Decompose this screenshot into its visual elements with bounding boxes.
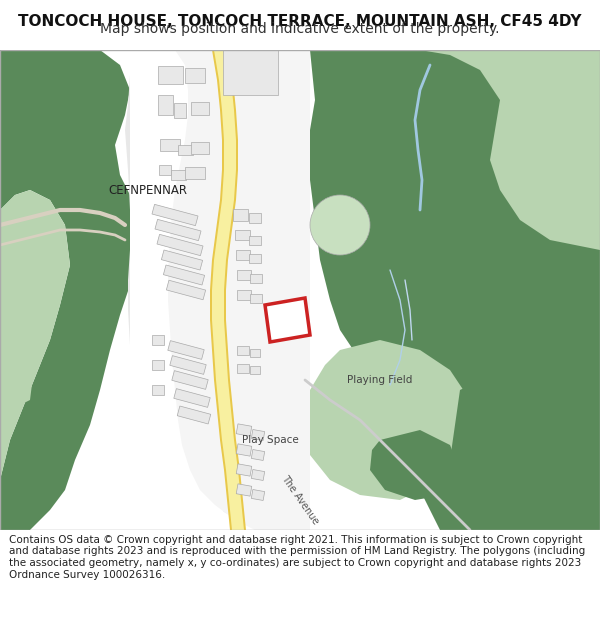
FancyBboxPatch shape xyxy=(185,68,205,82)
FancyBboxPatch shape xyxy=(249,236,261,244)
FancyBboxPatch shape xyxy=(159,165,171,175)
FancyBboxPatch shape xyxy=(191,101,209,114)
FancyBboxPatch shape xyxy=(174,389,210,408)
FancyBboxPatch shape xyxy=(236,484,252,496)
FancyBboxPatch shape xyxy=(250,366,260,374)
FancyBboxPatch shape xyxy=(160,139,180,151)
Polygon shape xyxy=(212,50,244,530)
FancyBboxPatch shape xyxy=(177,406,211,424)
Text: Playing Field: Playing Field xyxy=(347,375,413,385)
FancyBboxPatch shape xyxy=(251,469,265,481)
FancyBboxPatch shape xyxy=(172,371,208,389)
FancyBboxPatch shape xyxy=(157,234,203,256)
FancyBboxPatch shape xyxy=(157,66,182,84)
Polygon shape xyxy=(535,240,600,390)
FancyBboxPatch shape xyxy=(161,250,203,270)
FancyBboxPatch shape xyxy=(237,290,251,300)
Polygon shape xyxy=(130,50,250,530)
Polygon shape xyxy=(480,470,600,530)
FancyBboxPatch shape xyxy=(236,250,250,260)
FancyBboxPatch shape xyxy=(237,364,249,372)
Text: CEFNPENNAR: CEFNPENNAR xyxy=(109,184,187,196)
FancyBboxPatch shape xyxy=(235,230,250,240)
FancyBboxPatch shape xyxy=(152,204,198,226)
Polygon shape xyxy=(0,340,35,410)
FancyBboxPatch shape xyxy=(237,270,251,280)
FancyBboxPatch shape xyxy=(170,170,185,180)
FancyBboxPatch shape xyxy=(250,274,262,282)
Polygon shape xyxy=(265,298,310,342)
FancyBboxPatch shape xyxy=(251,489,265,501)
FancyBboxPatch shape xyxy=(152,385,164,395)
Polygon shape xyxy=(370,430,460,500)
FancyBboxPatch shape xyxy=(155,219,201,241)
Text: Play Space: Play Space xyxy=(242,435,298,445)
FancyBboxPatch shape xyxy=(233,209,248,221)
FancyBboxPatch shape xyxy=(236,424,252,436)
Polygon shape xyxy=(310,50,600,530)
Polygon shape xyxy=(390,50,600,250)
FancyBboxPatch shape xyxy=(152,360,164,370)
FancyBboxPatch shape xyxy=(185,167,205,179)
FancyBboxPatch shape xyxy=(191,142,209,154)
FancyBboxPatch shape xyxy=(168,341,204,359)
FancyBboxPatch shape xyxy=(237,346,249,354)
Polygon shape xyxy=(210,50,246,530)
Text: The Avenue: The Avenue xyxy=(280,474,320,526)
FancyBboxPatch shape xyxy=(249,254,261,262)
Polygon shape xyxy=(0,190,70,530)
FancyBboxPatch shape xyxy=(152,335,164,345)
FancyBboxPatch shape xyxy=(250,349,260,357)
Circle shape xyxy=(310,195,370,255)
FancyBboxPatch shape xyxy=(249,213,261,223)
FancyBboxPatch shape xyxy=(250,294,262,302)
Polygon shape xyxy=(305,340,470,500)
FancyBboxPatch shape xyxy=(251,449,265,461)
FancyBboxPatch shape xyxy=(163,265,205,285)
FancyBboxPatch shape xyxy=(251,429,265,441)
Text: Contains OS data © Crown copyright and database right 2021. This information is : Contains OS data © Crown copyright and d… xyxy=(9,535,585,579)
FancyBboxPatch shape xyxy=(170,356,206,374)
Text: TONCOCH HOUSE, TONCOCH TERRACE, MOUNTAIN ASH, CF45 4DY: TONCOCH HOUSE, TONCOCH TERRACE, MOUNTAIN… xyxy=(18,14,582,29)
Polygon shape xyxy=(450,370,580,510)
FancyBboxPatch shape xyxy=(157,95,173,115)
FancyBboxPatch shape xyxy=(236,464,252,476)
Polygon shape xyxy=(155,50,310,530)
Text: Map shows position and indicative extent of the property.: Map shows position and indicative extent… xyxy=(100,22,500,36)
Polygon shape xyxy=(0,50,155,530)
FancyBboxPatch shape xyxy=(223,35,277,95)
FancyBboxPatch shape xyxy=(178,145,193,155)
FancyBboxPatch shape xyxy=(236,444,252,456)
Polygon shape xyxy=(370,245,460,335)
FancyBboxPatch shape xyxy=(174,102,186,118)
FancyBboxPatch shape xyxy=(166,280,206,300)
Polygon shape xyxy=(125,50,310,530)
